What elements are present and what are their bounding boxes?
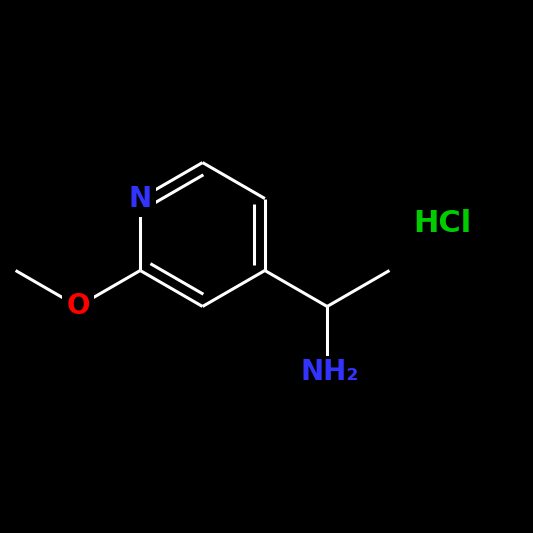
Text: N: N [128, 184, 152, 213]
Text: NH₂: NH₂ [301, 358, 359, 386]
Text: O: O [66, 293, 90, 320]
Text: HCl: HCl [413, 209, 472, 238]
